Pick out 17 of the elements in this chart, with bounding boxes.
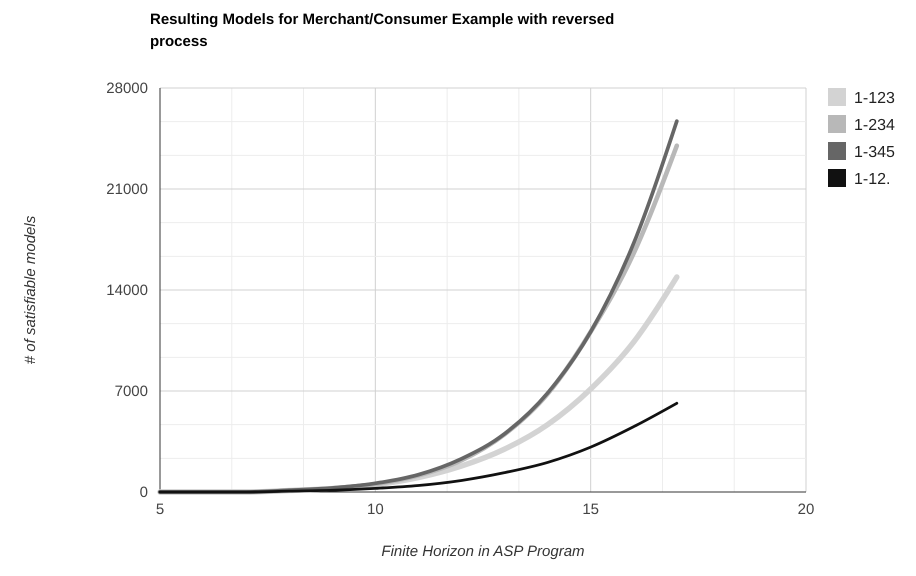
y-tick-label: 14000 xyxy=(106,282,148,299)
x-tick-label: 15 xyxy=(582,501,600,518)
y-tick-label: 28000 xyxy=(106,80,148,97)
x-axis-title: Finite Horizon in ASP Program xyxy=(381,543,585,560)
chart-title: Resulting Models for Merchant/Consumer Example with reversed process xyxy=(150,11,614,50)
y-tick-label: 7000 xyxy=(114,383,148,400)
legend-label: 1-123 xyxy=(854,90,896,107)
x-tick-label: 20 xyxy=(798,501,814,518)
legend-label: 1-345 xyxy=(854,144,896,161)
line-series xyxy=(158,402,678,494)
x-tick-label: 5 xyxy=(156,501,164,518)
y-axis-title: # of satisfiable models xyxy=(22,215,39,364)
y-tick-label: 0 xyxy=(140,484,148,501)
legend-label: 1-12. xyxy=(854,171,890,188)
legend-label: 1-234 xyxy=(854,117,896,134)
y-tick-label: 21000 xyxy=(106,181,148,198)
x-tick-label: 10 xyxy=(366,501,384,518)
